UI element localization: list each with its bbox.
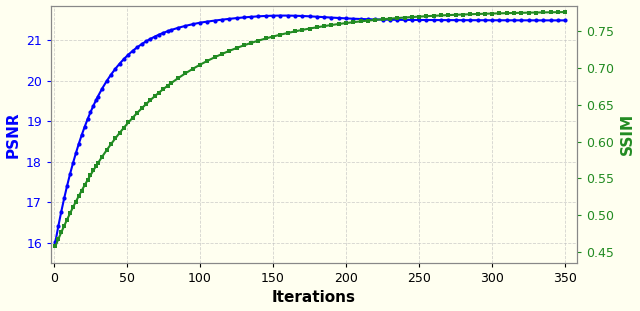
Y-axis label: PSNR: PSNR: [6, 111, 20, 157]
Y-axis label: SSIM: SSIM: [620, 113, 634, 155]
X-axis label: Iterations: Iterations: [272, 290, 356, 305]
